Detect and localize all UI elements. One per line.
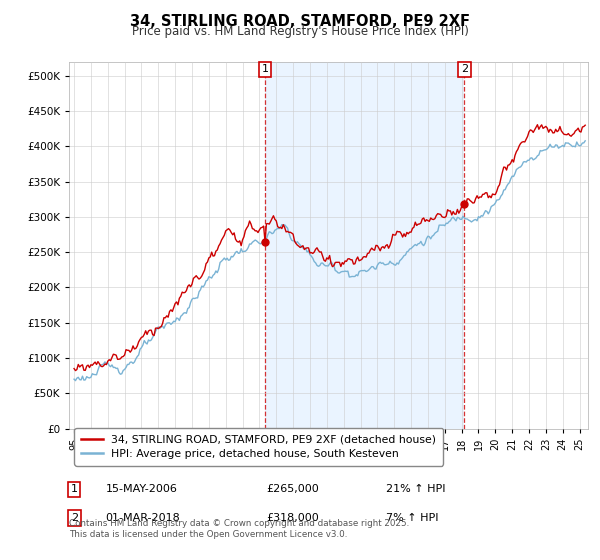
Text: 15-MAY-2006: 15-MAY-2006 <box>106 484 177 494</box>
Text: Price paid vs. HM Land Registry's House Price Index (HPI): Price paid vs. HM Land Registry's House … <box>131 25 469 38</box>
Text: £265,000: £265,000 <box>266 484 319 494</box>
Text: 1: 1 <box>71 484 77 494</box>
Text: 1: 1 <box>262 64 269 74</box>
Text: Contains HM Land Registry data © Crown copyright and database right 2025.
This d: Contains HM Land Registry data © Crown c… <box>69 519 409 539</box>
Text: 7% ↑ HPI: 7% ↑ HPI <box>386 513 438 523</box>
Text: 21% ↑ HPI: 21% ↑ HPI <box>386 484 445 494</box>
Text: 01-MAR-2018: 01-MAR-2018 <box>106 513 180 523</box>
Bar <box>265 62 464 428</box>
Text: £318,000: £318,000 <box>266 513 319 523</box>
Legend: 34, STIRLING ROAD, STAMFORD, PE9 2XF (detached house), HPI: Average price, detac: 34, STIRLING ROAD, STAMFORD, PE9 2XF (de… <box>74 428 443 465</box>
Text: 34, STIRLING ROAD, STAMFORD, PE9 2XF: 34, STIRLING ROAD, STAMFORD, PE9 2XF <box>130 14 470 29</box>
Text: 2: 2 <box>461 64 468 74</box>
Text: 2: 2 <box>71 513 78 523</box>
